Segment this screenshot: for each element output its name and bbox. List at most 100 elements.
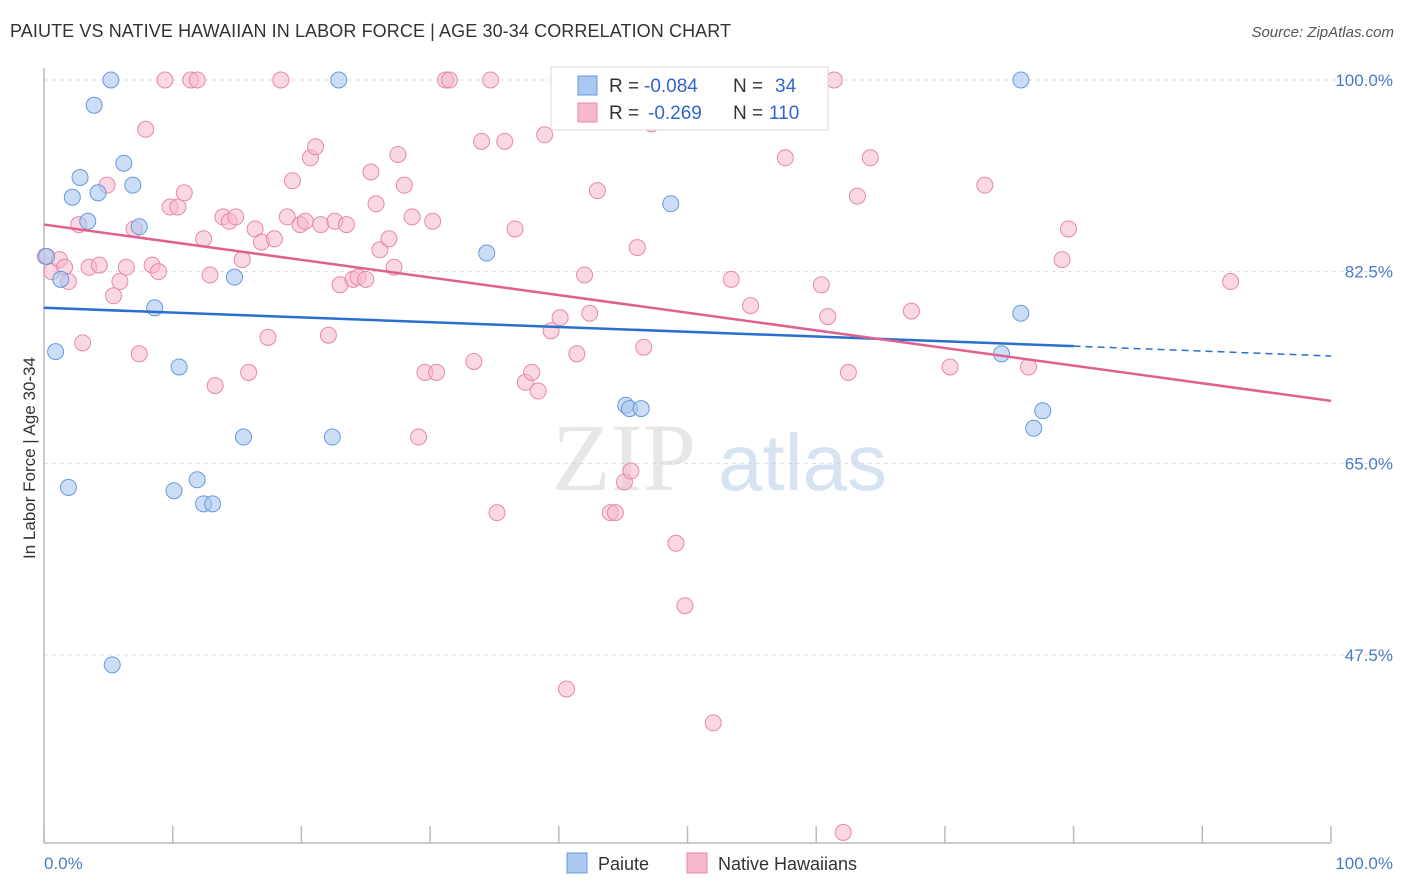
hawaiian-point	[259, 328, 277, 346]
paiute-point	[124, 176, 142, 194]
hawaiian-point	[722, 270, 740, 288]
legend-swatch-paiute	[577, 75, 598, 96]
paiute-point	[225, 268, 243, 286]
hawaiian-point	[834, 823, 852, 841]
hawaiian-point	[389, 145, 407, 163]
hawaiian-point	[312, 216, 330, 234]
paiute-point	[59, 478, 77, 496]
hawaiian-point	[233, 251, 251, 269]
hawaiian-point	[272, 71, 290, 89]
source-credit: Source: ZipAtlas.com	[1251, 24, 1394, 41]
paiute-point	[115, 154, 133, 172]
hawaiian-point	[482, 71, 500, 89]
paiute-point	[165, 482, 183, 500]
chart-title: PAIUTE VS NATIVE HAWAIIAN IN LABOR FORCE…	[10, 21, 732, 41]
hawaiian-point	[523, 363, 541, 381]
hawaiian-point	[150, 263, 168, 281]
hawaiian-point	[902, 302, 920, 320]
hawaiian-point	[175, 184, 193, 202]
hawaiian-point	[74, 334, 92, 352]
legend-r-label-paiute: R =	[609, 76, 639, 97]
hawaiian-point	[395, 176, 413, 194]
x-tick-label-start: 0.0%	[44, 854, 83, 873]
paiute-point	[330, 71, 348, 89]
paiute-trend-extension	[1073, 345, 1332, 357]
hawaiian-point	[606, 504, 624, 522]
y-tick-label: 65.0%	[1345, 454, 1393, 473]
hawaiian-point	[588, 182, 606, 200]
legend-r-value-paiute: -0.084	[644, 76, 698, 97]
paiute-point	[103, 656, 121, 674]
hawaiian-point	[488, 504, 506, 522]
hawaiian-point	[1059, 220, 1077, 238]
hawaiian-point	[111, 273, 129, 291]
hawaiian-point	[628, 239, 646, 257]
bottom-legend: Paiute Native Hawaiians	[566, 852, 857, 874]
legend-r-value-hawaiian: -0.269	[648, 103, 702, 124]
paiute-point	[146, 299, 164, 317]
hawaiian-point	[319, 326, 337, 344]
bottom-legend-swatch-paiute	[566, 852, 588, 874]
hawaiian-point	[676, 597, 694, 615]
paiute-point	[63, 188, 81, 206]
y-axis-label: In Labor Force | Age 30-34	[20, 357, 39, 559]
hawaiian-point	[440, 71, 458, 89]
paiute-point	[478, 244, 496, 262]
hawaiian-point	[156, 71, 174, 89]
paiute-point	[1025, 419, 1043, 437]
paiute-point	[47, 343, 65, 361]
hawaiian-point	[90, 256, 108, 274]
hawaiian-point	[104, 287, 122, 305]
paiute-point	[188, 471, 206, 489]
x-tick-label-end: 100.0%	[1335, 854, 1393, 873]
hawaiian-point	[848, 187, 866, 205]
paiute-point	[234, 428, 252, 446]
bottom-legend-label-hawaiian: Native Hawaiians	[718, 854, 857, 874]
hawaiian-point	[240, 363, 258, 381]
legend-swatch-hawaiian	[577, 102, 598, 123]
hawaiian-point	[819, 308, 837, 326]
hawaiian-point	[424, 212, 442, 230]
hawaiian-point	[130, 345, 148, 363]
axes	[43, 68, 1332, 844]
hawaiian-point	[812, 276, 830, 294]
paiute-point	[102, 71, 120, 89]
hawaiian-point	[473, 132, 491, 150]
paiute-point	[89, 184, 107, 202]
hawaiian-point	[278, 208, 296, 226]
legend-n-value-hawaiian: 110	[769, 103, 799, 124]
hawaiian-point	[861, 149, 879, 167]
top-legend: R = -0.084 N = 34 R = -0.269 N = 110	[550, 66, 829, 131]
hawaiian-point	[558, 680, 576, 698]
hawaiian-point	[825, 71, 843, 89]
hawaiian-point	[362, 163, 380, 181]
hawaiian-point	[265, 230, 283, 248]
hawaiian-point	[117, 258, 135, 276]
y-tick-label: 82.5%	[1345, 263, 1393, 282]
tick-labels: 47.5% 65.0% 82.5% 100.0% 0.0% 100.0%	[44, 71, 1393, 873]
bottom-legend-label-paiute: Paiute	[598, 854, 649, 874]
paiute-point	[38, 247, 56, 265]
hawaiian-point	[839, 363, 857, 381]
paiute-point	[632, 400, 650, 418]
paiute-point	[1012, 71, 1030, 89]
hawaiian-point	[635, 338, 653, 356]
hawaiian-point	[403, 208, 421, 226]
hawaiian-point	[428, 363, 446, 381]
hawaiian-point	[581, 304, 599, 322]
trend-lines	[43, 223, 1332, 403]
hawaiian-point	[506, 220, 524, 238]
paiute-point	[1034, 402, 1052, 420]
paiute-point	[323, 428, 341, 446]
legend-n-label-hawaiian: N =	[733, 103, 763, 124]
hawaiian-point	[367, 195, 385, 213]
paiute-trend-line	[43, 306, 1074, 348]
hawaiian-point	[622, 462, 640, 480]
hawaiian-point	[576, 266, 594, 284]
hawaiian-point	[496, 132, 514, 150]
hawaiian-point	[283, 172, 301, 190]
hawaiian-point	[137, 120, 155, 138]
hawaiian-point	[410, 428, 428, 446]
hawaiian-point	[976, 176, 994, 194]
hawaiian-point	[201, 266, 219, 284]
